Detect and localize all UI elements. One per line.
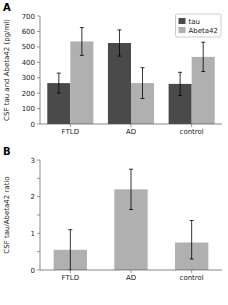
error-cap xyxy=(201,71,205,72)
y-tick-label: 0 xyxy=(31,267,35,275)
error-bar xyxy=(141,68,145,99)
legend-frame xyxy=(176,14,221,37)
error-cap xyxy=(117,56,121,57)
error-bar xyxy=(201,42,205,71)
y-tick xyxy=(37,93,40,94)
error-cap xyxy=(190,259,194,260)
x-tick xyxy=(131,270,132,273)
error-bar xyxy=(129,169,133,209)
x-tick xyxy=(131,124,132,127)
y-tick xyxy=(37,196,40,197)
error-line xyxy=(119,30,120,56)
x-tick xyxy=(191,270,192,273)
error-cap xyxy=(57,73,61,74)
x-tick xyxy=(70,270,71,273)
x-tick-label: control xyxy=(180,274,204,282)
y-tick-label: 600 xyxy=(22,28,35,36)
legend: tauAbeta42 xyxy=(176,14,221,37)
error-line xyxy=(131,169,132,209)
x-tick-label: FTLD xyxy=(62,274,79,282)
y-tick xyxy=(37,46,40,47)
error-line xyxy=(81,28,82,56)
y-tick-label: 300 xyxy=(22,74,35,82)
bars xyxy=(54,169,209,270)
error-line xyxy=(142,68,143,99)
legend-swatch xyxy=(179,27,186,33)
y-tick xyxy=(37,178,40,179)
panel-label: B xyxy=(3,146,11,157)
y-tick xyxy=(37,215,40,216)
legend-swatch xyxy=(179,18,186,24)
y-tick-label: 200 xyxy=(22,90,35,98)
error-cap xyxy=(178,72,182,73)
error-bar xyxy=(178,72,182,95)
y-tick-label: 700 xyxy=(22,13,35,21)
error-bar xyxy=(68,230,72,270)
error-cap xyxy=(129,209,133,210)
y-tick-label: 100 xyxy=(22,105,35,113)
y-axis xyxy=(40,16,41,124)
legend-label: tau xyxy=(189,18,200,26)
y-axis-label: CSF tau and Abeta42 (pg/ml) xyxy=(3,19,11,121)
y-axis-label: CSF tau/Abeta42 ratio xyxy=(3,176,11,253)
error-cap xyxy=(68,229,72,230)
y-axis xyxy=(40,160,41,270)
x-tick-label: AD xyxy=(126,128,136,136)
error-cap xyxy=(57,93,61,94)
error-line xyxy=(191,221,192,260)
y-tick-label: 3 xyxy=(31,157,35,165)
error-cap xyxy=(201,42,205,43)
y-tick xyxy=(37,77,40,78)
error-cap xyxy=(80,27,84,28)
x-tick-label: FTLD xyxy=(62,128,79,136)
y-tick xyxy=(37,251,40,252)
y-tick-label: 0 xyxy=(31,121,35,129)
y-tick xyxy=(37,108,40,109)
error-bar xyxy=(80,28,84,56)
x-tick-label: control xyxy=(180,128,204,136)
x-tick xyxy=(70,124,71,127)
y-tick xyxy=(37,16,40,17)
y-tick xyxy=(37,270,40,271)
bars xyxy=(47,28,214,124)
panel-label: A xyxy=(3,2,11,13)
y-tick xyxy=(37,160,40,161)
x-tick-label: AD xyxy=(126,274,136,282)
error-cap xyxy=(80,55,84,56)
error-bar xyxy=(190,221,194,260)
error-bar xyxy=(57,73,61,93)
error-cap xyxy=(141,98,145,99)
legend-label: Abeta42 xyxy=(189,27,218,35)
panel: 0 100 200 300 400 500 600 700 FTLD AD control CSF t… xyxy=(3,2,222,136)
x-tick xyxy=(191,124,192,127)
panel: 0 1 2 3 FTLD AD control CSF tau/Abeta42 ratio B xyxy=(3,146,222,282)
error-line xyxy=(70,230,71,270)
error-cap xyxy=(141,67,145,68)
error-bar xyxy=(117,30,121,56)
error-cap xyxy=(117,29,121,30)
error-cap xyxy=(178,95,182,96)
y-tick xyxy=(37,124,40,125)
figure: 0 100 200 300 400 500 600 700 FTLD AD control CSF t… xyxy=(0,0,228,305)
error-cap xyxy=(129,169,133,170)
y-tick-label: 400 xyxy=(22,59,35,67)
y-tick-label: 500 xyxy=(22,43,35,51)
y-tick xyxy=(37,233,40,234)
y-tick xyxy=(37,31,40,32)
error-cap xyxy=(190,220,194,221)
error-line xyxy=(58,73,59,93)
y-tick xyxy=(37,62,40,63)
y-tick-label: 2 xyxy=(31,193,35,201)
error-line xyxy=(203,42,204,71)
y-tick-label: 1 xyxy=(31,230,35,238)
error-line xyxy=(180,72,181,95)
